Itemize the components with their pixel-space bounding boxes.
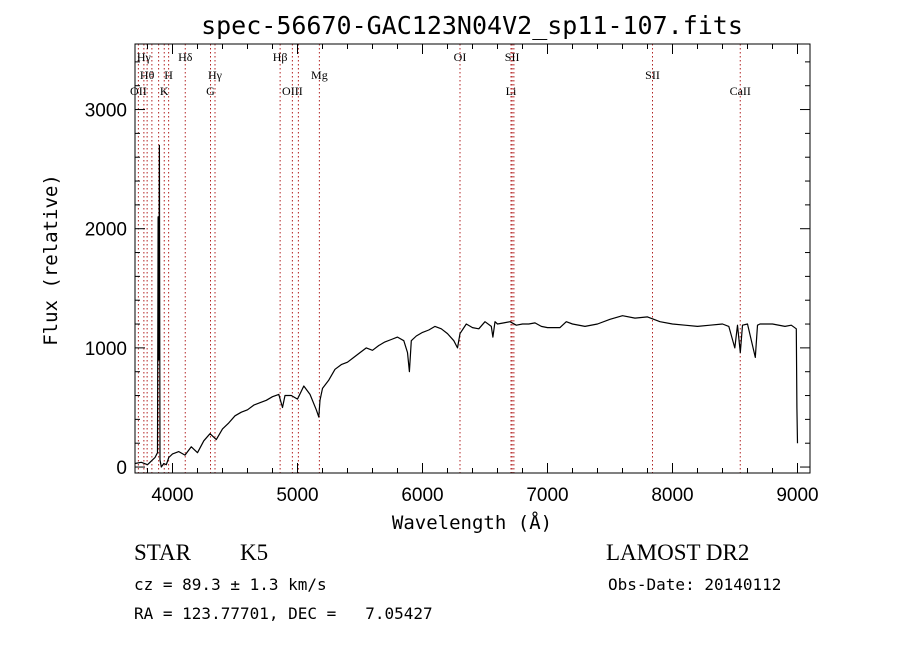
spectral-line-label: Hγ (137, 50, 152, 64)
spectral-line-labels: Hγ Hδ Hβ OI SII Hθ H Hγ Mg SII OII K G OIII Li CaII (130, 50, 751, 98)
object-class: STAR (134, 540, 191, 565)
y-tick-label: 0 (116, 458, 127, 479)
axes-frame: 4000 5000 6000 7000 8000 9000 0 1000 2000 3000 (85, 43, 819, 506)
spectral-line-label: Mg (311, 68, 328, 82)
x-tick-label: 5000 (276, 485, 318, 506)
spectral-line-label: Hδ (178, 50, 193, 64)
y-tick-label: 2000 (85, 220, 127, 241)
x-axis-label: Wavelength (Å) (392, 511, 552, 534)
coordinates: RA = 123.77701, DEC = 7.05427 (134, 604, 433, 623)
spectral-line-label: H (164, 68, 173, 82)
object-subclass: K5 (240, 540, 269, 565)
spectral-line-label: Hθ (140, 68, 155, 82)
x-tick-label: 9000 (776, 485, 818, 506)
spectral-lines-layer (137, 44, 741, 473)
redshift-velocity: cz = 89.3 ± 1.3 km/s (134, 575, 327, 594)
y-axis-label: Flux (relative) (40, 174, 62, 346)
spectral-line-label: Hβ (273, 50, 288, 64)
y-tick-label: 1000 (85, 339, 127, 360)
survey-name: LAMOST DR2 (606, 540, 750, 565)
spectral-line-label: SII (505, 50, 520, 64)
spectral-line-label: K (160, 84, 169, 98)
x-tick-label: 6000 (401, 485, 443, 506)
spectral-line-label: OI (454, 50, 467, 64)
spectral-line-label: Li (506, 84, 517, 98)
spectral-line-label: Hγ (208, 68, 223, 82)
x-tick-label: 7000 (526, 485, 568, 506)
spectral-line-label: OIII (282, 84, 303, 98)
x-tick-label: 8000 (651, 485, 693, 506)
spectrum-line (134, 144, 799, 468)
spectral-line-label: CaII (730, 84, 751, 98)
spectral-line-label: OII (130, 84, 147, 98)
plot-frame (134, 43, 811, 474)
x-tick-label: 4000 (151, 485, 193, 506)
spectrum-data-layer (134, 144, 799, 468)
chart-title: spec-56670-GAC123N04V2_sp11-107.fits (201, 11, 743, 40)
y-tick-label: 3000 (85, 101, 127, 122)
observation-date: Obs-Date: 20140112 (608, 575, 782, 594)
spectral-line-label: G (206, 84, 215, 98)
spectral-line-label: SII (645, 68, 660, 82)
